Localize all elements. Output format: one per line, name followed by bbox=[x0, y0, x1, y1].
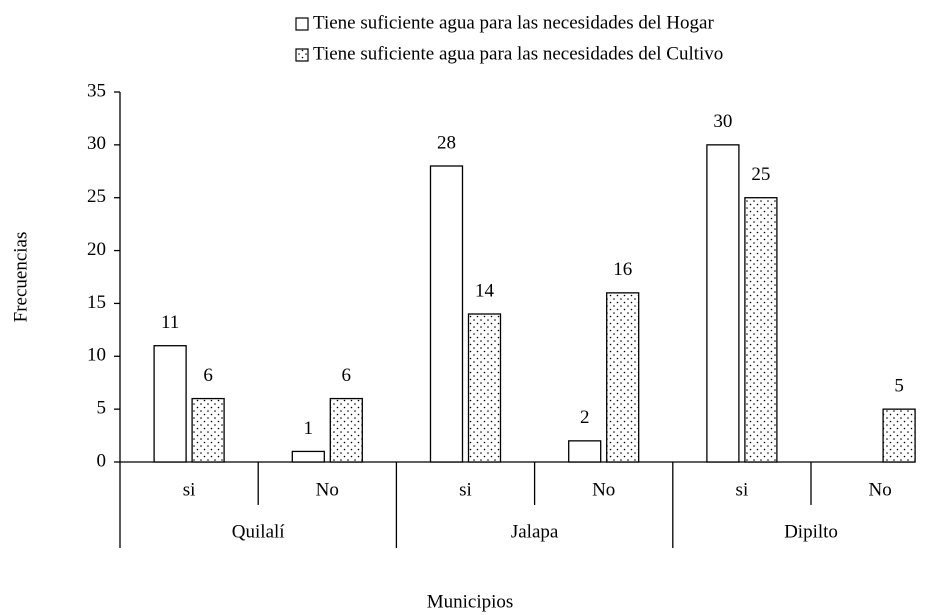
legend-label: Tiene suficiente agua para las necesidad… bbox=[313, 43, 723, 64]
legend-swatch bbox=[295, 17, 309, 31]
value-label: 11 bbox=[161, 312, 179, 333]
y-tick-label: 20 bbox=[87, 239, 106, 260]
y-tick-label: 0 bbox=[97, 450, 107, 471]
legend-label: Tiene suficiente agua para las necesidad… bbox=[313, 12, 714, 33]
value-label: 30 bbox=[713, 111, 732, 132]
group-label: Quilalí bbox=[232, 521, 285, 542]
bar bbox=[153, 345, 187, 463]
group-label: Dipilto bbox=[784, 521, 838, 542]
bar bbox=[191, 397, 225, 463]
value-label: 14 bbox=[475, 280, 495, 301]
y-tick-label: 10 bbox=[87, 345, 106, 366]
y-tick-label: 15 bbox=[87, 292, 106, 313]
y-axis-label: Frecuencias bbox=[10, 232, 31, 323]
value-label: 5 bbox=[894, 376, 904, 397]
bar bbox=[429, 165, 464, 463]
x-tick-label: si bbox=[183, 479, 196, 500]
x-tick-label: si bbox=[736, 479, 749, 500]
value-label: 1 bbox=[304, 418, 314, 439]
bar bbox=[606, 292, 640, 463]
x-tick-label: No bbox=[316, 479, 339, 500]
x-axis-label: Municipios bbox=[427, 591, 514, 612]
value-label: 6 bbox=[203, 365, 213, 386]
x-tick-label: No bbox=[592, 479, 615, 500]
legend-swatch bbox=[295, 48, 309, 62]
bar bbox=[467, 313, 502, 463]
x-tick-label: si bbox=[459, 479, 472, 500]
value-label: 6 bbox=[342, 365, 352, 386]
value-label: 2 bbox=[580, 407, 590, 428]
bar bbox=[706, 144, 740, 463]
value-label: 28 bbox=[437, 132, 456, 153]
bar bbox=[329, 397, 363, 463]
y-tick-label: 35 bbox=[87, 80, 106, 101]
x-tick-label: No bbox=[868, 479, 891, 500]
y-tick-label: 25 bbox=[87, 186, 106, 207]
bar bbox=[744, 197, 778, 463]
bar bbox=[568, 440, 602, 463]
value-label: 25 bbox=[751, 164, 770, 185]
group-label: Jalapa bbox=[511, 521, 559, 542]
y-tick-label: 5 bbox=[97, 398, 107, 419]
bar bbox=[882, 408, 916, 463]
y-tick-label: 30 bbox=[87, 133, 106, 154]
bar bbox=[291, 450, 325, 463]
value-label: 16 bbox=[613, 259, 632, 280]
